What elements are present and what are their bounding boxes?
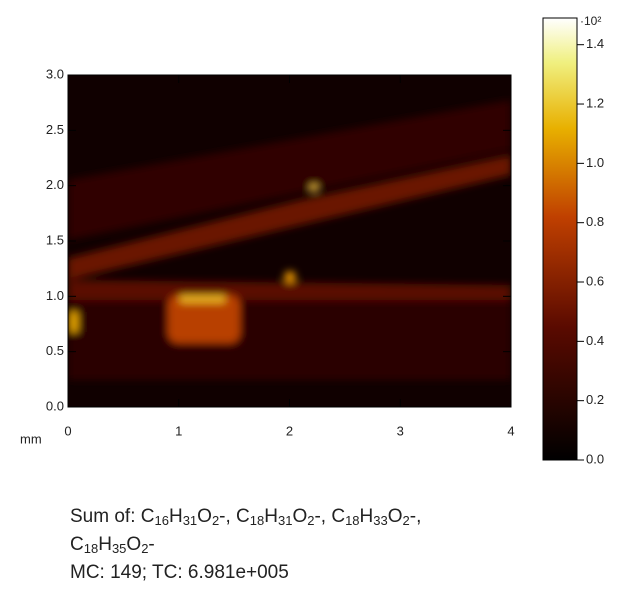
y-tick-label: 0.0 bbox=[46, 398, 64, 413]
x-tick-label: 1 bbox=[175, 423, 182, 438]
colorbar-tick-label: 0.2 bbox=[586, 392, 604, 407]
colorbar-tick-label: 0.8 bbox=[586, 214, 604, 229]
x-tick-label: 3 bbox=[397, 423, 404, 438]
colorbar-multiplier: ·10² bbox=[580, 14, 601, 28]
x-tick-label: 2 bbox=[286, 423, 293, 438]
x-axis-label: mm bbox=[20, 431, 42, 446]
x-tick-label: 4 bbox=[507, 423, 514, 438]
heatmap-image bbox=[68, 75, 511, 407]
y-tick-label: 3.0 bbox=[46, 66, 64, 81]
colorbar-tick-label: 0.6 bbox=[586, 273, 604, 288]
caption-line: Sum of: C16H31O2-, C18H31O2-, C18H33O2-, bbox=[70, 506, 421, 528]
y-tick-label: 1.0 bbox=[46, 288, 64, 303]
caption-line: C18H35O2- bbox=[70, 534, 155, 556]
colorbar-tick-label: 1.4 bbox=[586, 36, 604, 51]
colorbar-tick-label: 0.4 bbox=[586, 333, 604, 348]
caption-line: MC: 149; TC: 6.981e+005 bbox=[70, 562, 289, 583]
y-tick-label: 2.5 bbox=[46, 122, 64, 137]
y-tick-label: 1.5 bbox=[46, 232, 64, 247]
y-tick-label: 2.0 bbox=[46, 177, 64, 192]
x-tick-label: 0 bbox=[64, 423, 71, 438]
colorbar-tick-label: 0.0 bbox=[586, 451, 604, 466]
y-tick-label: 0.5 bbox=[46, 343, 64, 358]
colorbar-tick-label: 1.2 bbox=[586, 95, 604, 110]
colorbar-tick-label: 1.0 bbox=[586, 155, 604, 170]
colorbar bbox=[542, 17, 578, 461]
